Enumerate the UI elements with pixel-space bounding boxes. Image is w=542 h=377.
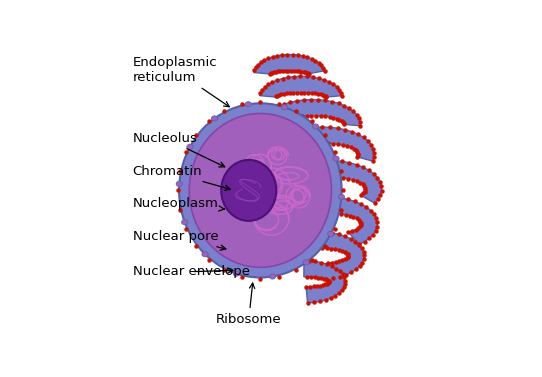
Ellipse shape	[187, 144, 193, 149]
Text: Chromatin: Chromatin	[133, 165, 230, 190]
Ellipse shape	[176, 181, 183, 187]
Ellipse shape	[338, 194, 345, 199]
Text: Endoplasmic
reticulum: Endoplasmic reticulum	[133, 56, 229, 107]
Polygon shape	[296, 197, 377, 244]
Ellipse shape	[303, 260, 309, 265]
Ellipse shape	[333, 156, 339, 161]
Polygon shape	[274, 127, 375, 161]
Ellipse shape	[211, 116, 218, 121]
Polygon shape	[285, 161, 382, 203]
Text: Nucleolus: Nucleolus	[133, 132, 225, 167]
Text: Ribosome: Ribosome	[216, 283, 281, 326]
Ellipse shape	[182, 219, 188, 225]
Polygon shape	[266, 100, 360, 126]
Ellipse shape	[179, 103, 341, 277]
Polygon shape	[304, 261, 345, 303]
Ellipse shape	[189, 113, 332, 267]
Ellipse shape	[221, 160, 276, 221]
Text: Nuclear envelope: Nuclear envelope	[133, 265, 250, 278]
Ellipse shape	[281, 104, 287, 110]
Ellipse shape	[233, 271, 240, 276]
Ellipse shape	[245, 102, 251, 107]
Text: Nucleoplasm: Nucleoplasm	[133, 197, 224, 211]
Ellipse shape	[269, 274, 276, 279]
Text: Nuclear pore: Nuclear pore	[133, 230, 226, 250]
Polygon shape	[260, 76, 343, 97]
Polygon shape	[254, 55, 325, 74]
Ellipse shape	[202, 251, 208, 257]
Ellipse shape	[327, 231, 334, 236]
Ellipse shape	[312, 124, 319, 129]
Polygon shape	[305, 231, 364, 278]
